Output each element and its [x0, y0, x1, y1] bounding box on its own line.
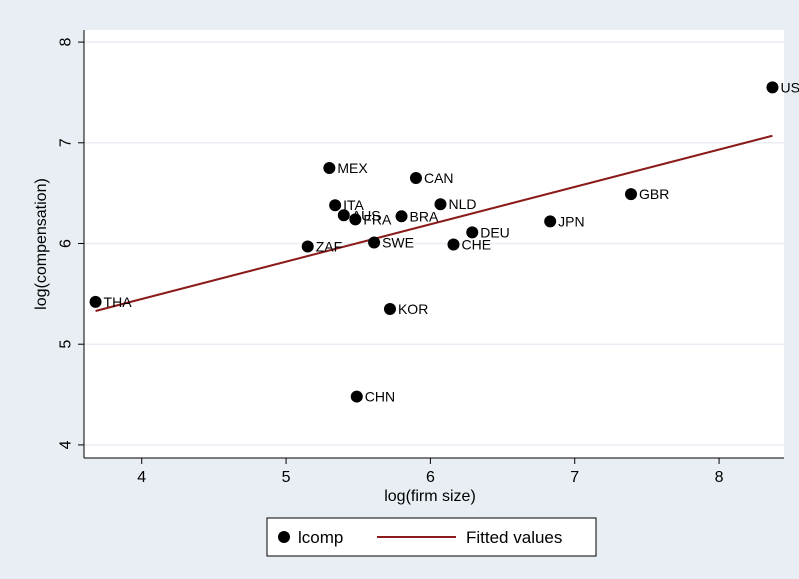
point-label-swe: SWE	[382, 234, 414, 250]
y-tick-label: 6	[58, 239, 75, 248]
data-point-ita	[329, 199, 342, 212]
data-point-zaf	[301, 240, 314, 253]
point-label-jpn: JPN	[558, 213, 584, 229]
y-tick-label: 8	[58, 38, 75, 47]
y-axis-ticks: 4 5 6 7 8	[58, 38, 84, 449]
data-point-fra	[349, 213, 362, 226]
x-tick-label: 7	[570, 469, 579, 486]
x-tick-label: 8	[715, 469, 724, 486]
x-tick-label: 6	[426, 469, 435, 486]
point-label-aus: AUS	[352, 207, 381, 223]
point-label-gbr: GBR	[639, 186, 669, 202]
data-point-deu	[466, 226, 479, 239]
x-tick-label: 5	[282, 469, 291, 486]
fitted-line-layer	[95, 134, 773, 312]
data-point-kor	[383, 302, 396, 315]
fitted-line	[95, 134, 773, 312]
point-label-nld: NLD	[448, 196, 476, 212]
grid-lines	[84, 41, 784, 446]
point-label-fra: FRA	[363, 211, 392, 227]
data-point-can	[409, 172, 422, 185]
legend-label-lcomp: lcomp	[298, 528, 343, 547]
data-point-jpn	[544, 215, 557, 228]
data-point-chn	[350, 390, 363, 403]
x-tick-label: 4	[137, 469, 146, 486]
legend-label-fitted: Fitted values	[466, 528, 562, 547]
data-point-nld	[434, 198, 447, 211]
point-label-tha: THA	[104, 294, 133, 310]
point-label-deu: DEU	[480, 224, 510, 240]
data-point-usa	[766, 81, 779, 94]
data-point-che	[447, 238, 460, 251]
data-point-tha	[89, 295, 102, 308]
point-label-ita: ITA	[343, 197, 364, 213]
point-label-che: CHE	[461, 237, 491, 253]
y-tick-label: 7	[58, 138, 75, 147]
point-label-usa: USA	[780, 79, 799, 95]
y-tick-label: 4	[58, 440, 75, 449]
point-label-can: CAN	[424, 170, 454, 186]
point-label-kor: KOR	[398, 301, 428, 317]
data-point-mex	[323, 161, 336, 174]
y-tick-label: 5	[58, 340, 75, 349]
point-label-zaf: ZAF	[316, 239, 342, 255]
data-point-bra	[395, 210, 408, 223]
legend-marker-lcomp	[278, 531, 290, 543]
x-axis-ticks: 4 5 6 7 8	[137, 458, 724, 486]
point-label-bra: BRA	[410, 208, 439, 224]
data-point-gbr	[625, 188, 638, 201]
point-label-chn: CHN	[365, 389, 395, 405]
x-axis-title: log(firm size)	[384, 488, 476, 505]
data-point-aus	[337, 209, 350, 222]
legend: lcomp Fitted values	[266, 517, 597, 557]
data-point-swe	[368, 236, 381, 249]
point-label-mex: MEX	[337, 160, 368, 176]
y-axis-title: log(compensation)	[33, 178, 50, 310]
